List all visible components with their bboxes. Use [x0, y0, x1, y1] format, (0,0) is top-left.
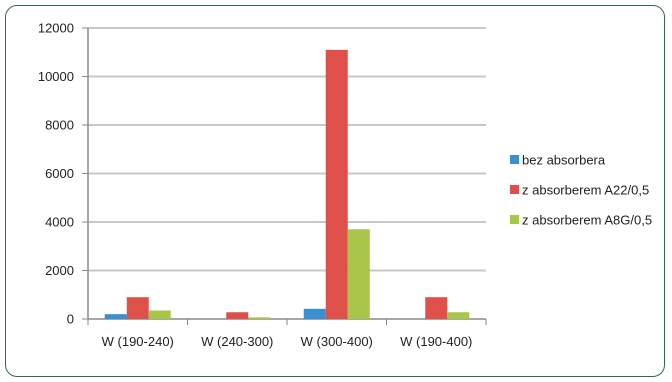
bar [126, 297, 149, 319]
y-tick-label: 2000 [45, 263, 74, 278]
x-tick-label: W (240-300) [201, 334, 273, 349]
y-tick-label: 4000 [45, 215, 74, 230]
y-tick-label: 6000 [45, 166, 74, 181]
legend-label: z absorberem A22/0,5 [522, 183, 649, 198]
bar [447, 312, 470, 319]
x-tick-label: W (190-400) [400, 334, 472, 349]
bar [104, 314, 127, 319]
y-tick-label: 10000 [38, 69, 74, 84]
bar [303, 308, 326, 319]
bar [248, 317, 271, 319]
x-tick-label: W (190-240) [102, 334, 174, 349]
bar [325, 49, 348, 319]
bar [425, 297, 448, 319]
legend-swatch [510, 185, 519, 194]
bar [226, 312, 249, 319]
bar [148, 310, 171, 319]
legend-label: z absorberem A8G/0,5 [522, 213, 652, 228]
legend-label: bez absorbera [522, 153, 606, 168]
legend-swatch [510, 215, 519, 224]
bar [347, 229, 370, 319]
legend-swatch [510, 155, 519, 164]
y-tick-label: 0 [67, 312, 74, 327]
x-tick-label: W (300-400) [301, 334, 373, 349]
y-tick-label: 12000 [38, 21, 74, 36]
y-tick-label: 8000 [45, 118, 74, 133]
